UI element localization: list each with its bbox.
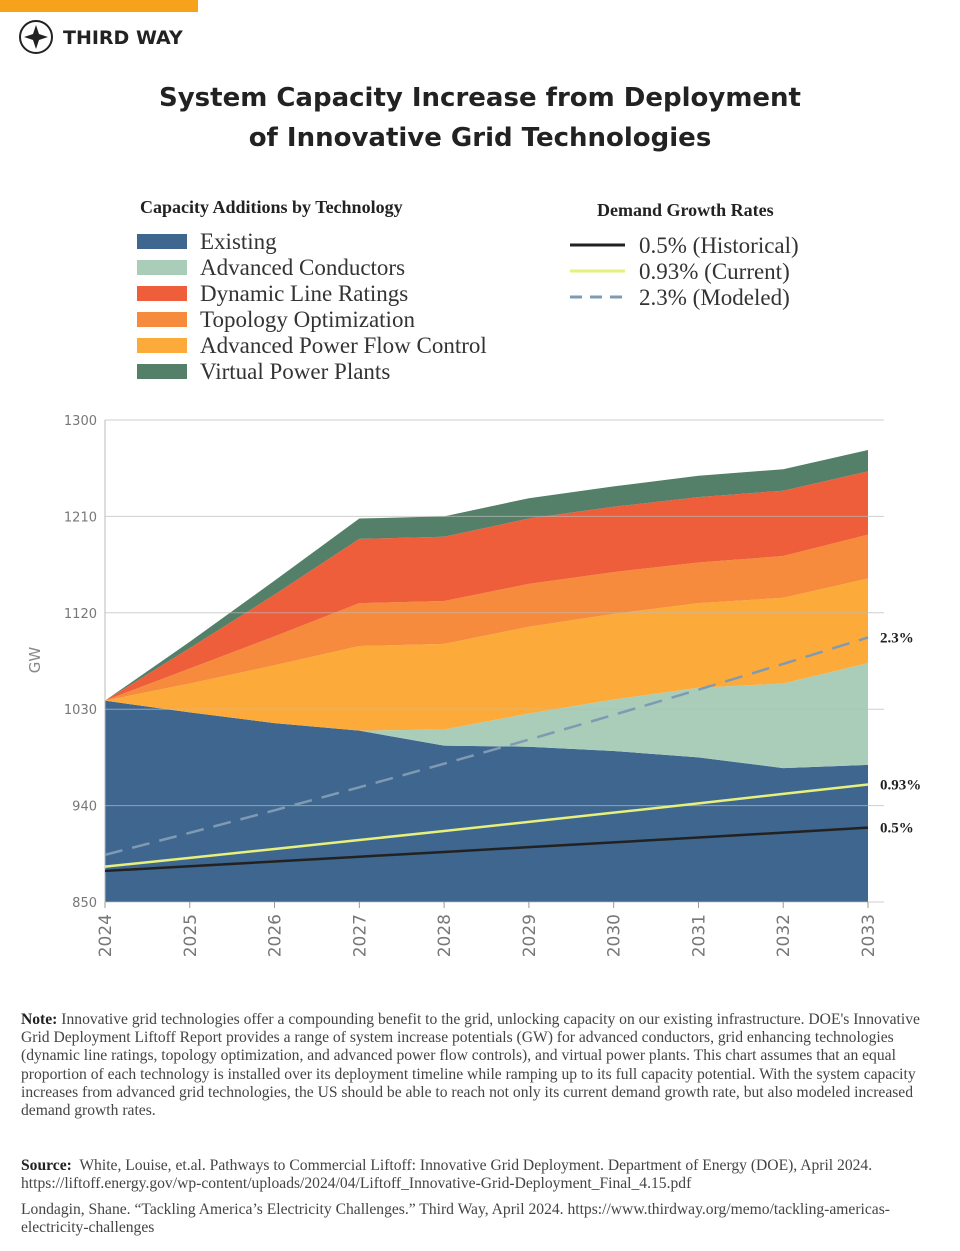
source-text: White, Louise, et.al. Pathways to Commer… — [21, 1157, 873, 1193]
end-label: 0.5% — [880, 821, 914, 837]
area — [105, 534, 868, 701]
x-tick-label: 2030 — [605, 914, 625, 957]
note-label: Note: — [21, 1011, 58, 1028]
area — [105, 578, 868, 731]
y-tick-label: 1300 — [64, 414, 97, 429]
legend-label: Virtual Power Plants — [200, 359, 390, 384]
legend-label: Advanced Power Flow Control — [200, 333, 487, 358]
legend-label: 0.93% (Current) — [639, 259, 790, 284]
legend-label: 0.5% (Historical) — [639, 233, 799, 258]
y-tick-label: 1030 — [64, 703, 97, 718]
area — [105, 663, 868, 769]
x-tick-label: 2029 — [520, 914, 540, 957]
y-axis-label: GW — [26, 647, 44, 674]
y-tick-label: 850 — [72, 896, 97, 911]
x-tick-label: 2032 — [774, 914, 794, 957]
y-tick-label: 940 — [72, 800, 97, 815]
legend-title: Capacity Additions by Technology — [140, 197, 403, 217]
note: Note: Innovative grid technologies offer… — [21, 1011, 941, 1120]
note-text: Innovative grid technologies offer a com… — [21, 1011, 920, 1120]
legend-label: Dynamic Line Ratings — [200, 281, 408, 306]
source: Source: White, Louise, et.al. Pathways t… — [21, 1157, 941, 1193]
brand-bar — [0, 0, 198, 12]
source: Londagin, Shane. “Tackling America’s Ele… — [21, 1201, 941, 1237]
legend-label: 2.3% (Modeled) — [639, 285, 790, 310]
x-tick-label: 2024 — [96, 914, 116, 957]
chart-title: System Capacity Increase from Deployment… — [158, 83, 801, 153]
x-tick-label: 2027 — [350, 914, 370, 957]
legend-label: Topology Optimization — [200, 307, 415, 332]
area — [105, 700, 868, 902]
source-label: Source: — [21, 1157, 72, 1174]
legend-swatch — [137, 312, 187, 327]
x-tick-label: 2028 — [435, 914, 455, 957]
x-tick-label: 2033 — [859, 914, 879, 957]
legend-swatch — [137, 338, 187, 353]
logo-icon — [19, 20, 53, 54]
end-label: 0.93% — [880, 777, 921, 793]
area — [105, 471, 868, 701]
line — [104, 636, 869, 857]
legend-label: Advanced Conductors — [200, 255, 405, 280]
end-label: 2.3% — [880, 630, 914, 646]
area — [105, 449, 868, 701]
source-text: Londagin, Shane. “Tackling America’s Ele… — [21, 1201, 890, 1237]
line — [104, 826, 869, 873]
x-tick-label: 2026 — [266, 914, 286, 957]
legend-swatch — [137, 260, 187, 275]
legend-label: Existing — [200, 229, 277, 254]
y-tick-label: 1120 — [64, 607, 97, 622]
x-tick-label: 2031 — [689, 914, 709, 957]
legend-swatch — [137, 364, 187, 379]
y-tick-label: 1210 — [64, 510, 97, 525]
legend-swatch — [137, 234, 187, 249]
brand: THIRD WAY — [63, 27, 183, 49]
line — [104, 783, 869, 868]
legend-swatch — [137, 286, 187, 301]
legend-title: Demand Growth Rates — [597, 200, 774, 220]
x-tick-label: 2025 — [181, 914, 201, 957]
